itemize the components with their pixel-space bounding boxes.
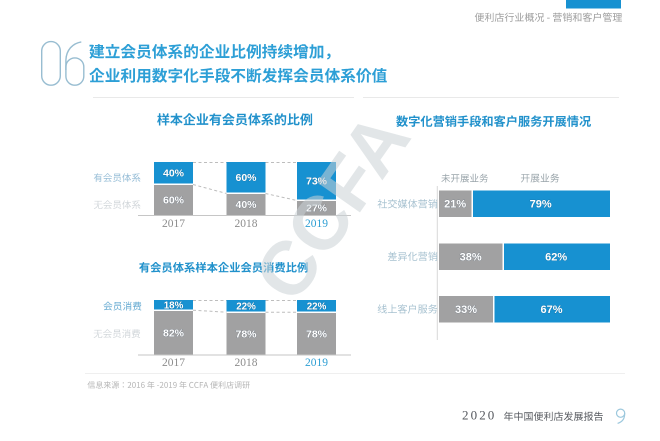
svg-text:18%: 18%: [164, 300, 184, 311]
svg-text:82%: 82%: [163, 327, 185, 339]
svg-text:21%: 21%: [444, 199, 466, 211]
svg-text:22%: 22%: [236, 301, 256, 312]
svg-text:2018: 2018: [235, 218, 258, 230]
svg-text:2018: 2018: [235, 357, 258, 369]
svg-text:2020: 2020: [462, 408, 496, 423]
svg-text:67%: 67%: [540, 304, 562, 316]
svg-text:27%: 27%: [306, 203, 328, 215]
svg-text:2019: 2019: [305, 357, 328, 369]
svg-text:40%: 40%: [163, 168, 185, 180]
svg-text:79%: 79%: [530, 199, 552, 211]
svg-text:2017: 2017: [162, 357, 185, 369]
svg-text:38%: 38%: [460, 252, 482, 264]
svg-text:78%: 78%: [306, 328, 328, 340]
svg-text:40%: 40%: [235, 199, 257, 211]
svg-text:22%: 22%: [307, 301, 327, 312]
svg-text:2019: 2019: [305, 218, 328, 230]
svg-text:60%: 60%: [163, 195, 185, 207]
svg-text:78%: 78%: [235, 328, 257, 340]
svg-text:33%: 33%: [455, 304, 477, 316]
svg-text:2017: 2017: [162, 218, 185, 230]
svg-text:62%: 62%: [545, 252, 567, 264]
svg-text:60%: 60%: [235, 172, 257, 184]
svg-text:73%: 73%: [306, 175, 328, 187]
